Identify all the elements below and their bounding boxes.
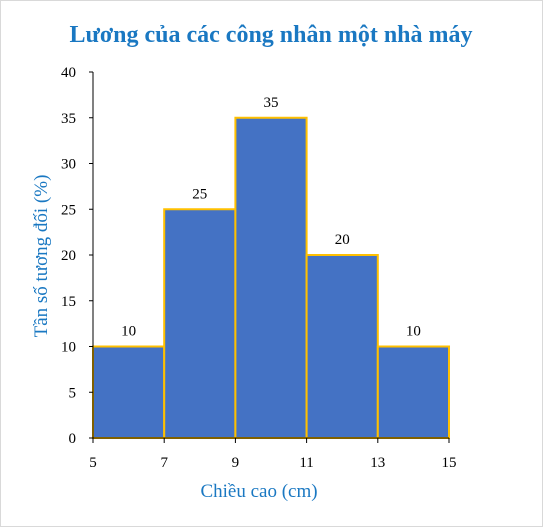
bar-7-9 — [163, 208, 237, 439]
x-tick-label-15: 15 — [442, 455, 457, 471]
bar-5-7 — [92, 345, 166, 439]
data-label-2: 35 — [264, 95, 279, 111]
x-axis-title: Chiều cao (cm) — [200, 481, 317, 502]
x-tick-label-5: 5 — [89, 455, 97, 471]
x-tick-label-7: 7 — [160, 455, 168, 471]
data-label-3: 20 — [335, 232, 350, 248]
chart-title: Lương của các công nhân một nhà máy — [69, 22, 472, 48]
data-label-4: 10 — [406, 324, 421, 340]
x-tick-label-13: 13 — [370, 455, 385, 471]
axes-group — [89, 71, 450, 443]
y-tick-label-30: 30 — [61, 157, 76, 173]
y-axis-title: Tần số tương đối (%) — [31, 175, 52, 338]
x-tick-labels: 5 7 9 11 13 15 — [89, 455, 456, 471]
y-tick-label-20: 20 — [61, 248, 76, 264]
bar-11-13 — [305, 254, 379, 439]
y-tick-label-5: 5 — [69, 385, 77, 401]
bars-group — [92, 116, 450, 439]
data-label-0: 10 — [121, 324, 136, 340]
bar-13-15 — [376, 345, 450, 439]
y-tick-label-10: 10 — [61, 340, 76, 356]
y-tick-label-40: 40 — [61, 65, 76, 81]
y-tick-label-35: 35 — [61, 111, 76, 127]
x-tick-label-9: 9 — [232, 455, 240, 471]
data-labels: 10 25 35 20 10 — [121, 95, 421, 340]
y-tick-labels: 0 5 10 15 20 25 30 35 40 — [61, 65, 76, 447]
data-label-1: 25 — [192, 186, 207, 202]
y-tick-label-25: 25 — [61, 202, 76, 218]
x-tick-label-11: 11 — [299, 455, 313, 471]
bar-9-11 — [234, 116, 308, 439]
y-tick-label-0: 0 — [69, 431, 77, 447]
y-tick-label-15: 15 — [61, 294, 76, 310]
